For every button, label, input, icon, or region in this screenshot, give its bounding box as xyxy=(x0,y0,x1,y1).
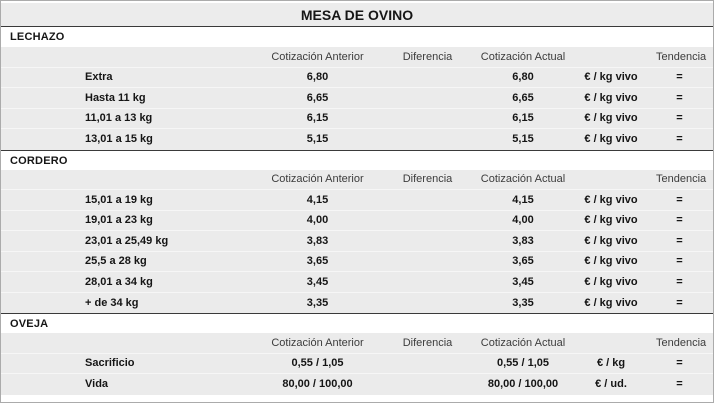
column-header-tendencia: Tendencia xyxy=(656,50,707,63)
table-row: Vida 80,00 / 100,00 80,00 / 100,00 € / u… xyxy=(1,374,713,395)
value-anterior: 4,00 xyxy=(306,214,329,227)
column-header-diferencia: Diferencia xyxy=(402,173,453,186)
table-row: Sacrificio 0,55 / 1,05 0,55 / 1,05 € / k… xyxy=(1,354,713,374)
trend-indicator: = xyxy=(676,71,683,84)
column-header-diferencia: Diferencia xyxy=(402,336,453,349)
header-row: Cotización Anterior Diferencia Cotizació… xyxy=(1,47,713,68)
trend-indicator: = xyxy=(676,112,683,125)
trend-indicator: = xyxy=(676,357,683,370)
column-header-diferencia: Diferencia xyxy=(402,50,453,63)
unit-label: € / kg vivo xyxy=(584,71,638,84)
value-anterior: 3,35 xyxy=(306,296,329,309)
trend-indicator: = xyxy=(676,193,683,206)
row-label: Sacrificio xyxy=(85,357,135,370)
column-header-actual: Cotización Actual xyxy=(480,173,566,186)
trend-indicator: = xyxy=(676,234,683,247)
table-row: Hasta 11 kg 6,65 6,65 € / kg vivo = xyxy=(1,88,713,109)
table-row: Extra 6,80 6,80 € / kg vivo = xyxy=(1,68,713,88)
value-actual: 6,15 xyxy=(512,112,534,125)
row-label: 19,01 a 23 kg xyxy=(85,214,153,227)
section-block-cordero: Cotización Anterior Diferencia Cotizació… xyxy=(1,169,713,314)
column-header-actual: Cotización Actual xyxy=(480,336,566,349)
table-row: 13,01 a 15 kg 5,15 5,15 € / kg vivo = xyxy=(1,129,713,150)
column-header-tendencia: Tendencia xyxy=(656,336,707,349)
value-anterior: 80,00 / 100,00 xyxy=(282,378,353,391)
value-actual: 0,55 / 1,05 xyxy=(497,357,549,370)
value-anterior: 3,45 xyxy=(306,275,329,288)
row-label: 11,01 a 13 kg xyxy=(85,112,153,125)
header-row: Cotización Anterior Diferencia Cotizació… xyxy=(1,170,713,190)
table-row: 23,01 a 25,49 kg 3,83 3,83 € / kg vivo = xyxy=(1,231,713,252)
table-row: 28,01 a 34 kg 3,45 3,45 € / kg vivo = xyxy=(1,272,713,293)
table-row: 15,01 a 19 kg 4,15 4,15 € / kg vivo = xyxy=(1,190,713,211)
value-anterior: 3,83 xyxy=(306,234,329,247)
row-label: + de 34 kg xyxy=(85,296,139,309)
value-anterior: 6,65 xyxy=(306,91,329,104)
value-anterior: 6,15 xyxy=(306,112,329,125)
unit-label: € / kg vivo xyxy=(584,234,638,247)
column-header-tendencia: Tendencia xyxy=(656,173,707,186)
column-header-anterior: Cotización Anterior xyxy=(271,50,364,63)
unit-label: € / kg vivo xyxy=(584,255,638,268)
row-label: 28,01 a 34 kg xyxy=(85,275,153,288)
trend-indicator: = xyxy=(676,91,683,104)
trend-indicator: = xyxy=(676,133,683,146)
trend-indicator: = xyxy=(676,275,683,288)
page-title: MESA DE OVINO xyxy=(1,3,713,27)
column-header-actual: Cotización Actual xyxy=(480,50,566,63)
row-label: Vida xyxy=(85,378,109,391)
unit-label: € / kg vivo xyxy=(584,193,638,206)
value-anterior: 6,80 xyxy=(306,71,329,84)
value-actual: 6,65 xyxy=(512,91,534,104)
unit-label: € / kg vivo xyxy=(584,91,638,104)
section-block-oveja: Cotización Anterior Diferencia Cotizació… xyxy=(1,333,713,395)
row-label: 23,01 a 25,49 kg xyxy=(85,234,169,247)
section-block-lechazo: Cotización Anterior Diferencia Cotizació… xyxy=(1,47,713,150)
value-anterior: 5,15 xyxy=(306,133,329,146)
section-header-cordero: CORDERO xyxy=(1,149,713,170)
trend-indicator: = xyxy=(676,296,683,309)
value-anterior: 0,55 / 1,05 xyxy=(291,357,344,370)
table-row: + de 34 kg 3,35 3,35 € / kg vivo = xyxy=(1,293,713,314)
table-row: 19,01 a 23 kg 4,00 4,00 € / kg vivo = xyxy=(1,211,713,231)
value-actual: 5,15 xyxy=(512,133,534,146)
row-label: 15,01 a 19 kg xyxy=(85,193,153,206)
header-row: Cotización Anterior Diferencia Cotizació… xyxy=(1,333,713,354)
value-actual: 3,35 xyxy=(512,296,534,309)
value-actual: 3,45 xyxy=(512,275,534,288)
section-header-lechazo: LECHAZO xyxy=(1,27,713,47)
trend-indicator: = xyxy=(676,255,683,268)
column-header-anterior: Cotización Anterior xyxy=(271,173,364,186)
value-actual: 4,15 xyxy=(512,193,534,206)
trend-indicator: = xyxy=(676,214,683,227)
value-anterior: 3,65 xyxy=(306,255,329,268)
row-label: Hasta 11 kg xyxy=(85,91,146,104)
trend-indicator: = xyxy=(676,378,683,391)
column-header-anterior: Cotización Anterior xyxy=(271,336,364,349)
unit-label: € / kg vivo xyxy=(584,275,638,288)
row-label: 25,5 a 28 kg xyxy=(85,255,147,268)
value-anterior: 4,15 xyxy=(306,193,329,206)
value-actual: 6,80 xyxy=(512,71,534,84)
row-label: Extra xyxy=(85,71,113,84)
unit-label: € / kg vivo xyxy=(584,112,638,125)
value-actual: 80,00 / 100,00 xyxy=(487,378,559,391)
value-actual: 3,83 xyxy=(512,234,534,247)
value-actual: 3,65 xyxy=(512,255,534,268)
unit-label: € / kg vivo xyxy=(584,214,638,227)
unit-label: € / kg vivo xyxy=(584,133,638,146)
unit-label: € / kg xyxy=(596,357,626,370)
section-header-oveja: OVEJA xyxy=(1,313,713,333)
table-row: 11,01 a 13 kg 6,15 6,15 € / kg vivo = xyxy=(1,109,713,129)
row-label: 13,01 a 15 kg xyxy=(85,133,153,146)
unit-label: € / kg vivo xyxy=(584,296,638,309)
unit-label: € / ud. xyxy=(595,378,627,391)
value-actual: 4,00 xyxy=(512,214,534,227)
table-row: 25,5 a 28 kg 3,65 3,65 € / kg vivo = xyxy=(1,252,713,272)
